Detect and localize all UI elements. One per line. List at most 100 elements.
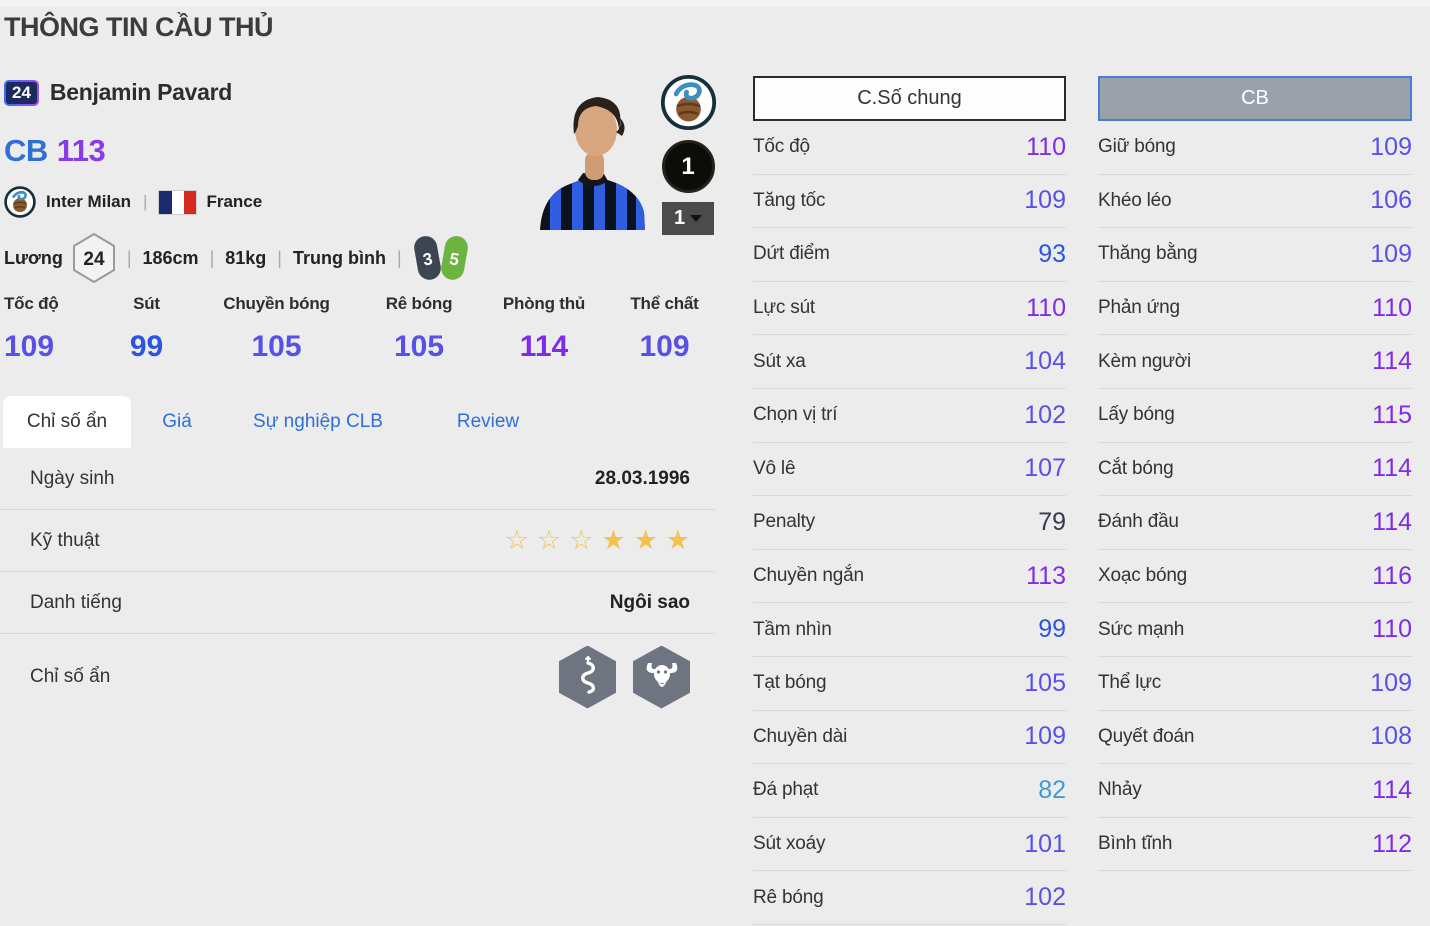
club-logo-icon [4, 186, 36, 218]
stat-label: Chọn vị trí [753, 404, 838, 426]
main-stat-value: 105 [251, 330, 302, 363]
detail-stats: Tốc độ 110 Tăng tốc 109 Dứt điểm 93 Lực sút 110… [753, 121, 1412, 925]
buffalo-icon [633, 645, 690, 709]
hidden-stat-icons [559, 645, 690, 709]
stat-row: Chuyền dài 109 [753, 711, 1066, 765]
stat-row: Đá phạt 82 [753, 764, 1066, 818]
player-name-row: 24 Benjamin Pavard [4, 79, 232, 106]
stat-value: 109 [1370, 239, 1412, 268]
stat-row: Cắt bóng 114 [1098, 443, 1412, 497]
info-row-value: 28.03.1996 [594, 467, 690, 489]
separator: | [143, 192, 148, 211]
main-stat-value: 99 [129, 330, 164, 363]
main-stat-value: 105 [393, 330, 445, 363]
info-row-label: Ngày sinh [30, 467, 115, 489]
stat-row: Sút xoáy 101 [753, 818, 1066, 872]
main-stat: Rê bóng 105 [364, 294, 474, 364]
badge-column: 1 1 [659, 74, 717, 235]
stat-value: 102 [1024, 400, 1066, 429]
stat-value: 82 [1038, 775, 1066, 804]
stat-tab[interactable]: C.Số chung [753, 76, 1066, 121]
grade-dropdown[interactable]: 1 [662, 202, 714, 235]
stat-label: Sút xoáy [753, 833, 826, 855]
club-nation-row: Inter Milan | France [4, 186, 262, 218]
stat-row: Vô lê 107 [753, 443, 1066, 497]
tab-active[interactable]: Chỉ số ẩn [3, 396, 131, 448]
main-stat: Sút 99 [104, 294, 189, 364]
stat-row: Chọn vị trí 102 [753, 389, 1066, 443]
page-title: THÔNG TIN CẦU THỦ [4, 12, 273, 42]
stat-value: 114 [1372, 347, 1412, 376]
top-strip [0, 0, 1430, 7]
stat-label: Chuyền dài [753, 725, 848, 747]
tab-item[interactable]: Sự nghiệp CLB [253, 411, 383, 432]
star-filled-icon: ★ [665, 525, 690, 555]
stat-value: 105 [1024, 668, 1066, 697]
stat-row: Chuyền ngắn 113 [753, 550, 1066, 604]
stat-row: Thăng bằng 109 [1098, 228, 1412, 282]
main-stat-label: Sút [133, 294, 160, 313]
star-empty-icon: ☆ [569, 525, 594, 555]
stat-label: Lấy bóng [1098, 404, 1175, 426]
stat-value: 109 [1024, 722, 1066, 751]
stat-value: 106 [1370, 186, 1412, 215]
stat-row: Nhảy 114 [1098, 764, 1412, 818]
info-row-label: Danh tiếng [30, 591, 122, 613]
stat-label: Xoạc bóng [1098, 565, 1188, 587]
svg-text:24: 24 [83, 249, 105, 270]
main-stat: Tốc độ 109 [4, 294, 104, 364]
stat-row: Dứt điểm 93 [753, 228, 1066, 282]
position-rating: CB 113 [4, 133, 106, 169]
stat-label: Penalty [753, 511, 815, 533]
stat-label: Thăng bằng [1098, 243, 1198, 265]
tab-bar: Chỉ số ẩn Giá Sự nghiệp CLB Review [3, 396, 563, 448]
chevron-down-icon [690, 215, 703, 222]
stat-value: 99 [1038, 615, 1066, 644]
jersey-number: 24 [6, 81, 37, 104]
stat-value: 112 [1372, 829, 1412, 858]
stat-value: 113 [1026, 561, 1066, 590]
svg-text:3: 3 [421, 249, 434, 269]
stat-label: Rê bóng [753, 886, 824, 908]
stat-row: Giữ bóng 109 [1098, 121, 1412, 175]
separator: | [277, 247, 282, 268]
star-empty-icon: ☆ [504, 525, 529, 555]
player-portrait [540, 97, 645, 230]
stat-row: Tăng tốc 109 [753, 175, 1066, 229]
stat-label: Kèm người [1098, 350, 1192, 372]
info-row: Ngày sinh 28.03.1996 [0, 448, 715, 510]
tab-item[interactable]: Review [456, 411, 520, 432]
info-row-label: Chỉ số ẩn [30, 666, 111, 687]
enhance-level-badge: 1 [661, 140, 715, 193]
stat-label: Chuyền ngắn [753, 565, 864, 587]
stat-tab-selected[interactable]: CB [1098, 76, 1412, 121]
stat-value: 114 [1372, 507, 1412, 536]
info-rows: Ngày sinh 28.03.1996 Kỹ thuật ☆ ☆ ☆ ★ ★ ★ Danh ti… [0, 448, 715, 720]
main-stat-value: 109 [639, 330, 690, 363]
stat-row: Penalty 79 [753, 496, 1066, 550]
player-weight: 81kg [225, 247, 267, 268]
player-name: Benjamin Pavard [49, 79, 233, 105]
club-logo-large-icon [660, 74, 716, 131]
stat-row: Phản ứng 110 [1098, 282, 1412, 336]
tab-item[interactable]: Giá [162, 411, 192, 432]
stat-label: Bình tĩnh [1098, 833, 1173, 855]
stat-value: 104 [1024, 347, 1066, 376]
stat-value: 93 [1038, 239, 1066, 268]
stat-value: 110 [1372, 615, 1412, 644]
stat-row: Khéo léo 106 [1098, 175, 1412, 229]
body-type: Trung bình [292, 247, 386, 268]
stat-value: 110 [1372, 293, 1412, 322]
stat-row: Quyết đoán 108 [1098, 711, 1412, 765]
stat-row: Tốc độ 110 [753, 121, 1066, 175]
stat-label: Đánh đầu [1098, 511, 1179, 533]
france-flag-icon [159, 190, 197, 214]
salary-label: Lương [4, 247, 63, 268]
player-height: 186cm [142, 247, 199, 268]
stat-label: Dứt điểm [753, 243, 830, 265]
stat-row: Tầm nhìn 99 [753, 603, 1066, 657]
stat-row: Rê bóng 102 [753, 871, 1066, 925]
info-row: Chỉ số ẩn [0, 634, 715, 720]
skill-stars: ☆ ☆ ☆ ★ ★ ★ [505, 527, 690, 554]
stat-value: 114 [1372, 454, 1412, 483]
